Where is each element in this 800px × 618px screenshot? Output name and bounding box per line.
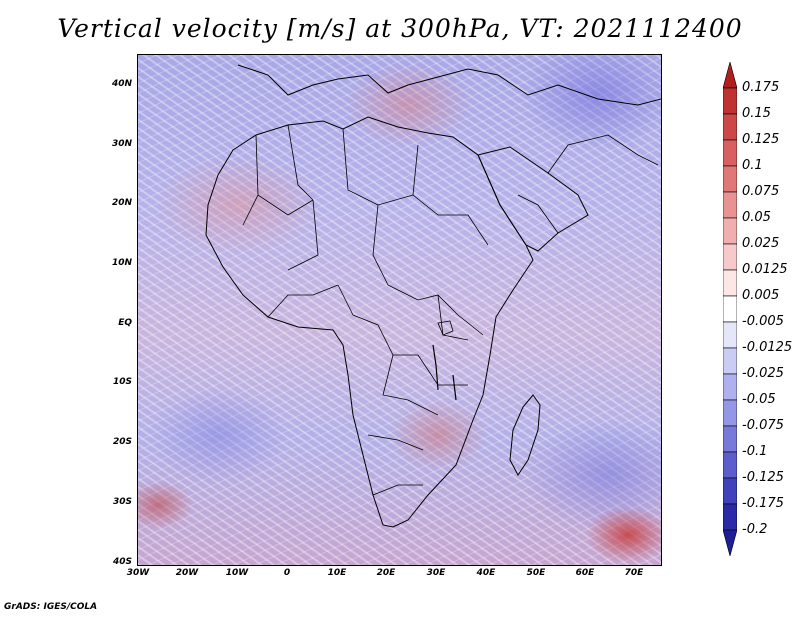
- map-overlay: [205, 64, 661, 528]
- lat-label: 40S: [112, 557, 132, 567]
- colorbar-segment: [723, 477, 737, 505]
- colorbar-cap-top: [723, 62, 737, 89]
- colorbar-label: 0.175: [742, 80, 780, 95]
- lon-label: 20W: [175, 568, 199, 578]
- arabia-outline: [477, 146, 589, 252]
- europe-coastline: [237, 64, 661, 106]
- lon-label: 70E: [624, 568, 644, 578]
- lake-tanganyika: [432, 344, 439, 391]
- colorbar-segment: [723, 191, 737, 219]
- lat-label: 30S: [112, 497, 132, 507]
- lon-label: 40E: [476, 568, 496, 578]
- grads-credit: GrADS: IGES/COLA: [4, 602, 98, 612]
- lon-label: 0: [283, 568, 291, 578]
- colorbar-label: -0.05: [742, 392, 776, 407]
- colorbar-segment: [723, 425, 737, 453]
- colorbar-segment: [723, 399, 737, 427]
- lat-label: 20S: [112, 437, 132, 447]
- colorbar-label: 0.0125: [742, 262, 788, 277]
- country-borders: [242, 124, 659, 496]
- colorbar-cap-bottom: [723, 529, 737, 556]
- lon-label: 20E: [376, 568, 396, 578]
- lat-label: 10S: [112, 377, 132, 387]
- lake-victoria: [437, 320, 454, 336]
- colorbar-segment: [723, 139, 737, 167]
- lat-label: 40N: [111, 79, 132, 89]
- colorbar-label: -0.0125: [742, 340, 793, 355]
- lon-label: 60E: [575, 568, 595, 578]
- colorbar-label: 0.1: [742, 158, 763, 173]
- colorbar-label: 0.025: [742, 236, 780, 251]
- vertical-velocity-map: [137, 54, 662, 566]
- colorbar-segment: [723, 217, 737, 245]
- colorbar: [723, 62, 737, 556]
- colorbar-segment: [723, 269, 737, 297]
- colorbar-label: 0.05: [742, 210, 771, 225]
- colorbar-label: 0.005: [742, 288, 780, 303]
- lon-label: 10E: [327, 568, 347, 578]
- colorbar-label: -0.075: [742, 418, 784, 433]
- lon-label: 50E: [526, 568, 546, 578]
- colorbar-segment: [723, 347, 737, 375]
- colorbar-segment: [723, 321, 737, 349]
- colorbar-segment: [723, 503, 737, 531]
- lat-label: 30N: [111, 139, 132, 149]
- colorbar-label: 0.125: [742, 132, 780, 147]
- colorbar-label: -0.005: [742, 314, 784, 329]
- colorbar-segment: [723, 87, 737, 115]
- lat-label: 20N: [111, 198, 132, 208]
- colorbar-segment: [723, 243, 737, 271]
- colorbar-label: -0.2: [742, 522, 768, 537]
- lake-malawi: [452, 374, 457, 401]
- colorbar-label: -0.175: [742, 496, 784, 511]
- colorbar-label: -0.125: [742, 470, 784, 485]
- colorbar-segment: [723, 451, 737, 479]
- colorbar-label: -0.1: [742, 444, 768, 459]
- lat-label: 10N: [111, 258, 132, 268]
- colorbar-label: -0.025: [742, 366, 784, 381]
- lon-label: 30W: [126, 568, 150, 578]
- colorbar-label: 0.15: [742, 106, 771, 121]
- colorbar-segment: [723, 373, 737, 401]
- colorbar-segment: [723, 113, 737, 141]
- lat-label: EQ: [118, 318, 132, 328]
- lon-label: 10W: [225, 568, 249, 578]
- lon-label: 30E: [426, 568, 446, 578]
- map-title: Vertical velocity [m/s] at 300hPa, VT: 2…: [57, 14, 743, 43]
- madagascar-outline: [509, 394, 541, 476]
- colorbar-segment: [723, 295, 737, 323]
- colorbar-segment: [723, 165, 737, 193]
- colorbar-label: 0.075: [742, 184, 780, 199]
